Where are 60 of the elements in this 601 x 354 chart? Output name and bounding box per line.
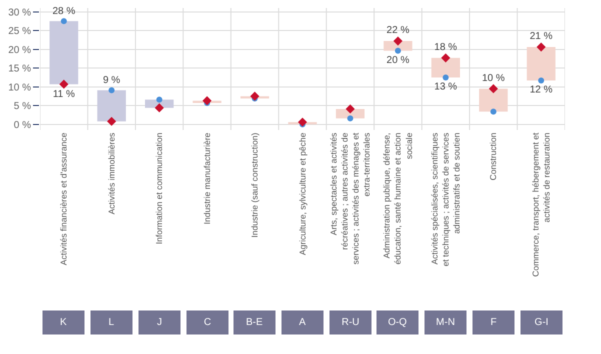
text: A — [299, 317, 306, 328]
point — [108, 87, 115, 94]
text: K — [60, 317, 67, 328]
text: C — [204, 317, 212, 328]
text: G-I — [534, 317, 548, 328]
bar — [50, 21, 78, 84]
data-label: 11 % — [52, 89, 75, 100]
data-label: 10 % — [482, 72, 505, 84]
data-label: 13 % — [434, 82, 458, 93]
point — [59, 80, 68, 89]
point — [488, 84, 498, 94]
data-label: 18 % — [434, 42, 458, 54]
data-label: 12 % — [530, 84, 553, 96]
bar — [97, 90, 126, 122]
bar — [526, 47, 556, 80]
y-tick-label: 20 % — [8, 44, 32, 56]
text: J — [157, 317, 162, 328]
text: F — [490, 317, 497, 328]
point — [347, 115, 354, 122]
x-tick-label: Industrie manufacturière — [202, 132, 212, 224]
data-label: 20 % — [386, 55, 410, 66]
point — [490, 108, 496, 115]
point — [538, 77, 544, 84]
x-tick-label: Activités financières et d'assurance — [58, 132, 69, 266]
x-tick-label: Construction — [488, 132, 498, 180]
data-label: 21 % — [530, 31, 553, 42]
text: M-N — [436, 317, 455, 328]
point — [393, 36, 402, 46]
point — [202, 96, 212, 106]
point — [298, 118, 308, 127]
x-tick-label: Agriculture, sylviculture et pêche — [297, 132, 308, 256]
point — [60, 18, 67, 24]
point — [156, 96, 162, 103]
y-tick-label: 0 % — [14, 120, 32, 131]
data-label: 22 % — [386, 25, 410, 36]
point — [107, 116, 116, 126]
text: L — [108, 317, 114, 328]
point — [441, 53, 450, 62]
text: O-Q — [388, 317, 408, 328]
x-tick-label: Industrie (sauf construction) — [250, 132, 260, 238]
x-tick-label: Activités immobilières — [106, 132, 116, 214]
x-tick-label: Information et communication — [154, 132, 164, 244]
y-tick-label: 30 % — [8, 7, 32, 18]
point — [442, 74, 449, 80]
y-tick-label: 15 % — [8, 64, 32, 75]
y-tick-label: 10 % — [8, 82, 32, 94]
point — [536, 42, 546, 52]
point — [250, 92, 260, 101]
text: B-E — [246, 317, 263, 328]
x-tick-label: Arts, spectacles et activités récréatives ; autres activités de services ; activités des ménages et extra-territoriales — [328, 132, 372, 265]
y-tick-label: 25 % — [8, 26, 32, 38]
point — [154, 103, 164, 112]
text: R-U — [342, 317, 360, 328]
point — [394, 48, 401, 54]
bar — [431, 58, 460, 78]
point — [346, 104, 355, 114]
y-tick-label: 5 % — [14, 101, 32, 112]
data-label: 9 % — [102, 74, 120, 86]
bar — [479, 88, 508, 112]
data-label: 28 % — [52, 6, 76, 17]
